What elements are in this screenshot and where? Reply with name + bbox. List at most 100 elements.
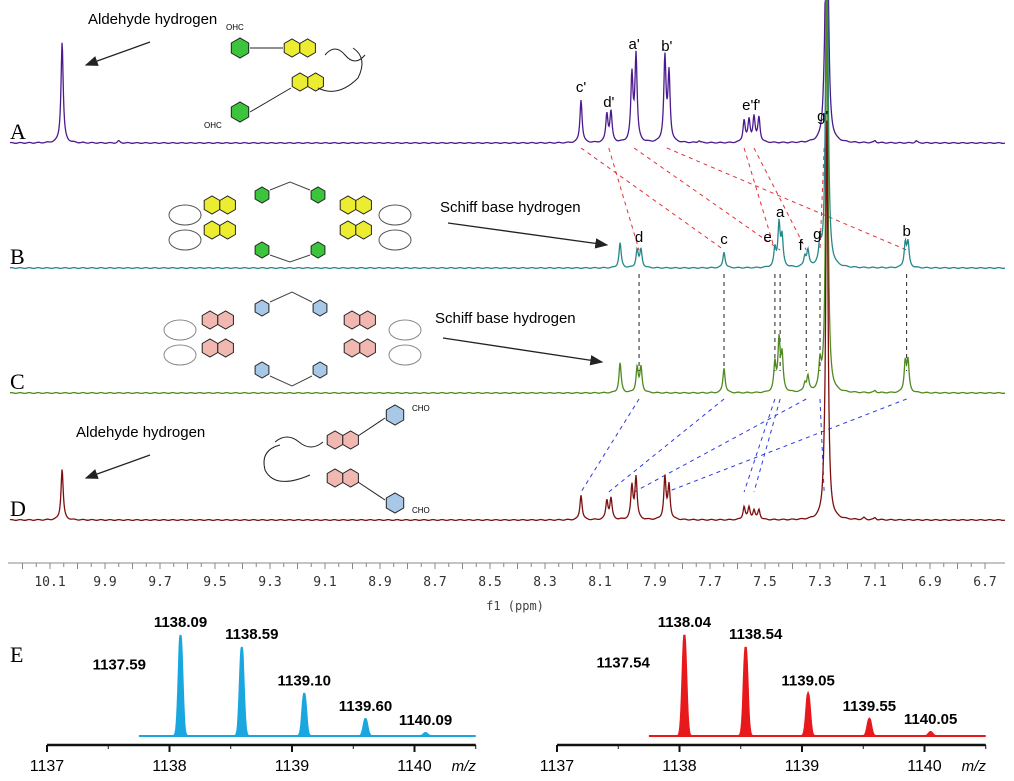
ring-icon [283,38,301,58]
tick-label: 7.5 [753,575,776,590]
mass-spectrum-right: 1137 1138 1139 1140 m/z 1137.54 1138.04 1138.54… [540,614,987,775]
panel-label-a: A [10,119,26,144]
correlation-line-a-b [580,147,725,251]
ring-icon [203,195,221,215]
crown-ether [378,229,412,251]
ring-icon [339,220,357,240]
peak-label: b [902,223,910,240]
ring-icon [326,430,344,450]
ring-icon [201,338,219,358]
correlation-line-a-b [633,147,781,251]
peak-label: b' [661,38,672,55]
ring-icon [254,186,270,204]
peak-label: e'f' [742,97,760,114]
correlation-line-a-b [753,147,807,251]
peak-label: e [763,229,771,246]
ring-icon [326,468,344,488]
ms-peak-label: 1137.54 [596,654,650,671]
imine-linker [269,181,311,263]
ring-icon [355,220,372,240]
crown-ether [378,204,412,226]
structure-c [163,291,422,387]
spectrum-c [9,0,1006,395]
spectrum-d [9,120,1006,522]
ms-peak-label: 1139.10 [278,673,331,690]
ring-icon [254,361,270,379]
crown-ether [317,47,366,92]
peak-label: a [776,204,785,221]
ring-icon [219,220,236,240]
ring-icon [217,338,234,358]
spectrum-a [9,0,1006,145]
tick-label: 9.5 [203,575,226,590]
correlation-line-c-d [666,398,907,493]
correlation-line-c-d [743,398,776,493]
ms-peak-label: 1139.05 [781,673,834,690]
crown-ether [168,204,202,226]
ms-peak-label: 1138.09 [154,614,207,631]
nmr-x-axis-label: f1 (ppm) [486,599,544,613]
ms-peak-label: 1137.59 [93,656,146,673]
ring-icon [339,195,357,215]
correlation-line-a-b [608,147,640,251]
correlation-line-c-d [633,398,807,493]
tick-label: 7.1 [863,575,886,590]
crown-ether [388,319,422,341]
ring-icon [359,310,376,330]
cho-label: OHC [226,23,244,32]
crown-ether [168,229,202,251]
ring-icon [342,468,359,488]
tick-label: 8.5 [478,575,501,590]
correlation-line-a-b [666,147,907,251]
correlation-lines [580,147,908,493]
tick-label: 7.3 [808,575,831,590]
ring-icon [254,241,270,259]
ring-icon [299,38,316,58]
tick-label: 9.1 [313,575,336,590]
structure-d [263,404,405,514]
bond [249,87,292,113]
peak-label: d [635,229,643,246]
correlation-line-c-d [608,398,725,493]
bond [357,417,386,437]
ms-tick-label: 1138 [662,758,697,775]
ms-tick-label: 1137 [540,758,575,775]
tick-label: 9.7 [148,575,171,590]
ms-tick-label: 1139 [275,758,310,775]
ring-icon [359,338,376,358]
annotation-schiff-b: Schiff base hydrogen [440,199,581,216]
imine-linker [269,291,313,387]
peak-label: a' [628,36,639,53]
ring-icon [312,299,328,317]
peak-label: g [813,226,821,243]
arrow-icon [447,222,609,249]
ms-tick-label: 1138 [152,758,187,775]
ring-icon [343,338,361,358]
crown-ether [163,319,197,341]
tick-label: 9.9 [93,575,116,590]
crown-ether [388,344,422,366]
ms-tick-label: 1140 [907,758,942,775]
ring-icon [355,195,372,215]
ring-icon [342,430,359,450]
structure-b [168,181,412,263]
arrow-icon [84,454,151,479]
ring-icon [385,404,405,426]
nmr-spectra [9,0,1006,522]
peak-label: c' [576,79,587,96]
ms-tick-label: 1139 [785,758,820,775]
ring-icon [254,299,270,317]
tick-label: 7.7 [698,575,721,590]
tick-label: 10.1 [34,575,65,590]
ring-icon [217,310,234,330]
peak-label: f [799,237,804,254]
panel-label-c: C [10,369,25,394]
arrow-icon [442,337,604,366]
ms-peak-label: 1139.55 [843,698,896,715]
ring-icon [307,72,324,92]
panel-label-e: E [10,642,23,667]
ring-icon [310,186,326,204]
panel-label-b: B [10,244,25,269]
